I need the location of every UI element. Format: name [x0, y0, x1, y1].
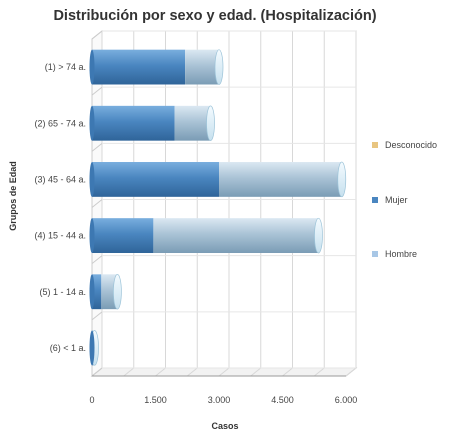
bar-hombre[interactable]	[174, 105, 211, 141]
bar-end-cap	[314, 217, 323, 254]
legend-item-mujer[interactable]: Mujer	[385, 195, 408, 205]
x-tick-labels: 0 1.500 3.000 4.500 6.000	[89, 395, 357, 405]
y-tick-label: (1) > 74 a.	[45, 62, 86, 72]
bar-start-cap	[89, 105, 95, 141]
bar-end-cap	[206, 105, 215, 142]
x-tick-label: 1.500	[144, 395, 167, 405]
bar-hombre[interactable]	[185, 49, 219, 85]
y-tick-label: (3) 45 - 64 a.	[34, 174, 86, 184]
bar-start-cap	[89, 274, 95, 310]
y-axis-title: Grupos de Edad	[8, 161, 18, 231]
x-axis-title: Casos	[211, 421, 238, 431]
y-tick-label: (5) 1 - 14 a.	[39, 287, 86, 297]
y-tick-label: (2) 65 - 74 a.	[34, 118, 86, 128]
legend-swatch-desconocido	[372, 142, 378, 148]
x-tick-label: 6.000	[335, 395, 358, 405]
bar-mujer[interactable]	[92, 218, 154, 253]
y-tick-label: (6) < 1 a.	[50, 343, 86, 353]
legend-swatch-mujer	[372, 197, 378, 203]
bar-hombre[interactable]	[101, 274, 118, 310]
x-tick-label: 0	[89, 395, 94, 405]
chart-title: Distribución por sexo y edad. (Hospitali…	[53, 8, 376, 24]
x-tick-label: 4.500	[271, 395, 294, 405]
y-tick-labels: (1) > 74 a. (2) 65 - 74 a. (3) 45 - 64 a. (…	[34, 62, 86, 353]
bar-hombre[interactable]	[153, 218, 319, 253]
legend-item-desconocido[interactable]: Desconocido	[385, 140, 437, 150]
legend-item-hombre[interactable]: Hombre	[385, 249, 417, 259]
y-tick-label: (4) 15 - 44 a.	[34, 231, 86, 241]
bar-end-cap	[113, 273, 122, 310]
legend-swatch-hombre	[372, 251, 378, 257]
bar-mujer[interactable]	[92, 274, 102, 310]
bar-start-cap	[89, 330, 95, 366]
x-tick-label: 3.000	[208, 395, 231, 405]
bar-start-cap	[89, 49, 95, 85]
bar-mujer[interactable]	[92, 49, 186, 85]
bar-end-cap	[337, 161, 347, 198]
bar-mujer[interactable]	[92, 162, 219, 197]
bar-start-cap	[89, 218, 95, 253]
bar-start-cap	[89, 162, 95, 197]
legend: Desconocido Mujer Hombre	[372, 140, 437, 259]
bar-hombre[interactable]	[219, 162, 342, 197]
bars	[89, 49, 347, 366]
bar-mujer[interactable]	[92, 105, 175, 141]
grid	[90, 29, 358, 378]
bar-end-cap	[214, 49, 224, 85]
